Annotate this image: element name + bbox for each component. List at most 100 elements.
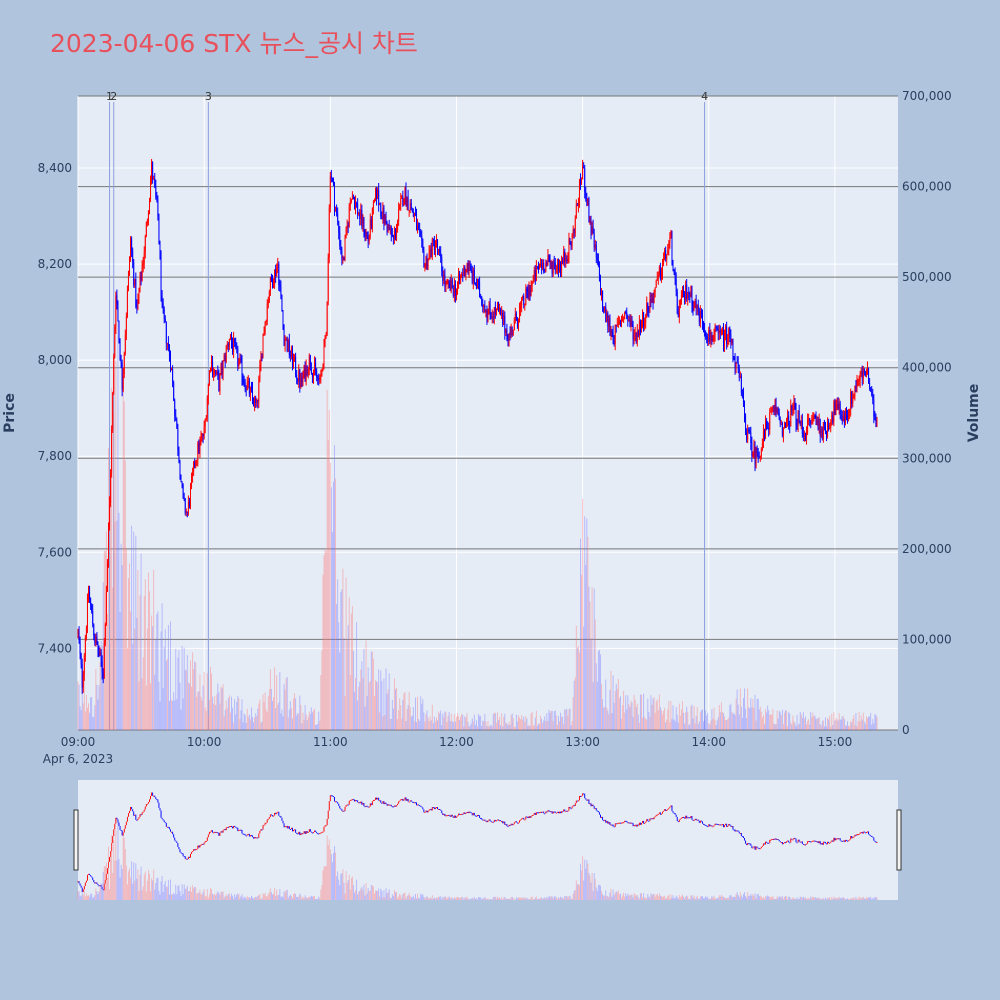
- volume-bar: [607, 710, 609, 730]
- price-candle: [562, 261, 564, 263]
- mini-price-candle: [232, 826, 234, 829]
- price-candle: [788, 415, 790, 426]
- mini-volume-bar: [211, 889, 212, 900]
- mini-price-candle: [196, 848, 198, 850]
- mini-price-candle: [397, 803, 399, 806]
- mini-price-candle: [154, 795, 156, 798]
- mini-volume-bar: [833, 896, 835, 900]
- mini-price-candle: [867, 831, 868, 833]
- mini-volume-bar: [523, 897, 525, 900]
- price-candle: [659, 267, 661, 279]
- volume-bar: [397, 719, 399, 730]
- mini-price-candle: [157, 799, 159, 803]
- volume-bar: [614, 690, 616, 730]
- volume-bar: [746, 718, 748, 730]
- price-candle: [728, 328, 730, 339]
- price-candle: [231, 339, 232, 343]
- mini-volume-bar: [385, 888, 387, 900]
- mini-price-candle: [753, 846, 755, 848]
- mini-volume-bar: [502, 899, 504, 900]
- mini-volume-bar: [463, 899, 465, 900]
- price-candle: [140, 277, 142, 281]
- mini-price-candle: [514, 821, 516, 823]
- volume-bar: [765, 709, 767, 730]
- mini-price-candle: [215, 831, 217, 833]
- mini-price-candle: [757, 847, 759, 849]
- mini-volume-bar: [748, 895, 750, 900]
- volume-bar: [366, 695, 368, 730]
- mini-volume-bar: [573, 890, 575, 900]
- mini-volume-bar: [177, 886, 179, 900]
- mini-volume-bar: [864, 898, 866, 900]
- range-slider-background[interactable]: [78, 780, 898, 900]
- mini-volume-bar: [294, 893, 296, 900]
- price-candle: [530, 286, 532, 296]
- mini-volume-bar: [774, 898, 776, 900]
- mini-price-candle: [202, 843, 204, 845]
- volume-bar: [311, 712, 313, 730]
- volume-bar: [576, 647, 578, 730]
- mini-volume-bar: [778, 896, 780, 900]
- mini-volume-bar: [753, 895, 755, 900]
- mini-volume-bar: [698, 898, 700, 900]
- mini-price-candle: [860, 832, 862, 834]
- mini-price-candle: [568, 806, 570, 811]
- mini-price-candle: [337, 802, 339, 804]
- price-candle: [807, 419, 809, 433]
- price-candle: [149, 198, 150, 213]
- price-candle: [301, 377, 303, 383]
- price-candle: [246, 382, 248, 390]
- volume-bar: [841, 716, 843, 730]
- volume-bar: [102, 582, 104, 730]
- price-candle: [797, 411, 799, 426]
- volume-bar: [378, 669, 380, 730]
- price-candle: [388, 224, 390, 230]
- price-candle: [155, 186, 157, 197]
- mini-volume-bar: [591, 873, 593, 900]
- range-slider-handle-right[interactable]: [896, 809, 902, 871]
- price-candle: [386, 222, 388, 232]
- mini-price-candle: [875, 841, 877, 843]
- axes: 7,4007,6007,8008,0008,2008,4000100,00020…: [2, 89, 982, 766]
- volume-bar: [827, 718, 829, 730]
- price-candle: [854, 385, 856, 395]
- volume-bar: [876, 716, 878, 730]
- volume-bar: [779, 712, 781, 730]
- price-candle: [741, 392, 743, 394]
- price-candle: [94, 635, 96, 643]
- mini-price-candle: [138, 817, 140, 819]
- volume-bar: [639, 694, 641, 730]
- volume-bar: [524, 722, 526, 730]
- price-candle: [749, 431, 751, 433]
- volume-bar: [777, 718, 779, 730]
- mini-price-candle: [559, 811, 560, 814]
- mini-price-candle: [705, 824, 707, 826]
- mini-price-candle: [287, 826, 289, 829]
- price-candle: [163, 308, 165, 319]
- mini-volume-bar: [606, 895, 608, 900]
- volume-bar: [526, 718, 528, 730]
- mini-price-candle: [372, 800, 374, 802]
- price-candle: [692, 305, 694, 310]
- mini-volume-bar: [124, 848, 126, 900]
- price-candle: [351, 197, 353, 200]
- range-slider-handle-left[interactable]: [73, 809, 79, 871]
- mini-price-candle: [577, 800, 579, 802]
- volume-bar: [840, 719, 842, 730]
- price-candle: [874, 416, 876, 421]
- mini-volume-bar: [329, 849, 331, 900]
- price-candle: [234, 338, 236, 343]
- volume-bar: [833, 712, 835, 730]
- price-candle: [777, 407, 779, 413]
- volume-bar: [270, 688, 272, 730]
- mini-price-candle: [240, 829, 242, 831]
- mini-volume-bar: [439, 896, 441, 900]
- price-candle: [587, 198, 589, 206]
- price-candle: [400, 198, 402, 205]
- mini-volume-bar: [575, 880, 577, 900]
- mini-volume-bar: [552, 898, 554, 900]
- volume-bar: [188, 683, 190, 730]
- mini-volume-bar: [738, 897, 740, 900]
- volume-bar: [203, 672, 205, 730]
- mini-volume-bar: [408, 892, 410, 900]
